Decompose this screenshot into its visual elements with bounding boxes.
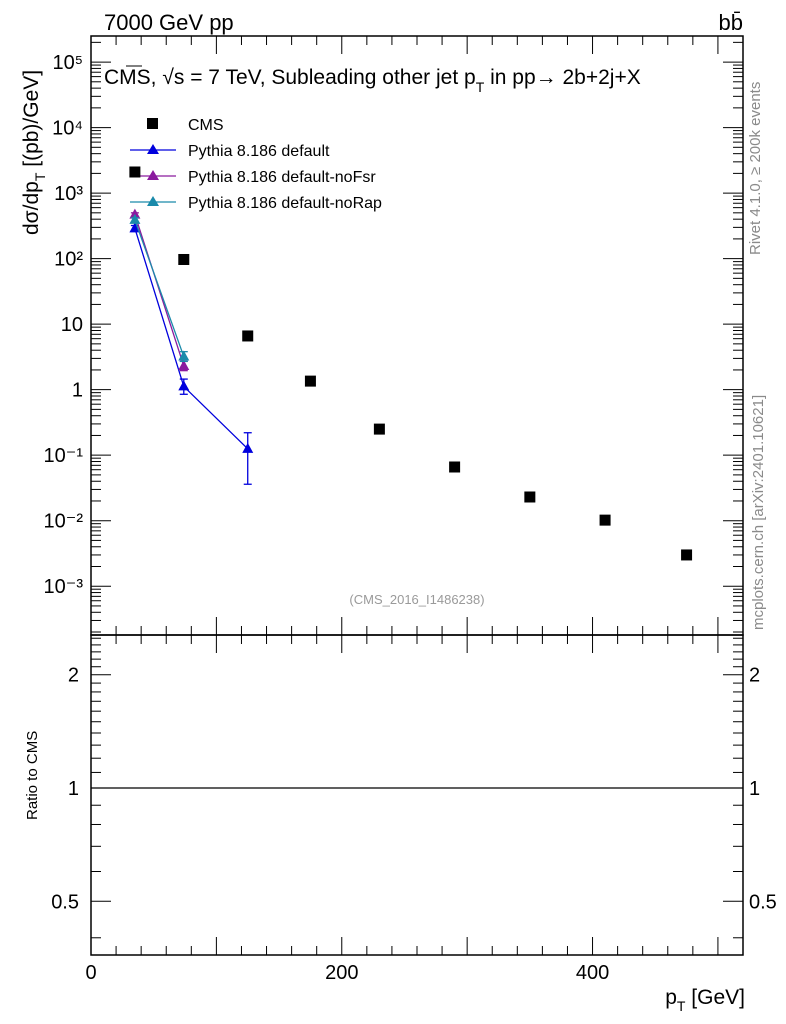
legend-label-default: Pythia 8.186 default	[188, 143, 330, 160]
legend-marker-norap	[147, 196, 159, 206]
mc-marker-1	[178, 380, 190, 391]
chart-title: CMS, √s = 7 TeV, Subleading other jet pT…	[104, 66, 641, 95]
y-tick-label: 10²	[54, 249, 83, 271]
cms-data-point	[304, 375, 316, 387]
mcplots-label: mcplots.cern.ch [arXiv:2401.10621]	[750, 395, 767, 630]
main-y-ticks: 10⁵ 10⁴ 10³ 10² 10 1 10⁻¹ 10⁻² 10⁻³	[44, 41, 743, 633]
cms-data-point	[178, 253, 190, 265]
main-y-axis-label: dσ/dpT [(pb)/GeV]	[20, 70, 48, 235]
y-tick-label: 10	[61, 314, 83, 336]
mc-marker-3	[178, 350, 190, 361]
mc-line-2	[134, 214, 185, 367]
cms-data-point	[524, 491, 536, 503]
cms-data-point	[681, 549, 693, 561]
ratio-tick-label-left: 0.5	[51, 891, 79, 913]
ratio-tick-label-left: 1	[68, 778, 79, 800]
ratio-y-ticks: 2 2 1 1 0.5 0.5	[51, 637, 777, 939]
y-tick-label: 10⁵	[52, 52, 83, 74]
process-label: bb̄	[719, 10, 743, 35]
ratio-y-axis-label: Ratio to CMS	[24, 731, 41, 820]
mc-marker-1	[242, 442, 254, 453]
legend-label-nofsr: Pythia 8.186 default-noFsr	[188, 169, 376, 186]
analysis-watermark: (CMS_2016_I1486238)	[349, 592, 484, 607]
y-tick-label: 10⁴	[52, 118, 83, 140]
ratio-tick-label-right: 2	[749, 665, 760, 687]
legend-marker-default	[147, 144, 159, 154]
x-tick-label: 400	[576, 962, 609, 984]
mc-marker-1	[129, 222, 141, 233]
main-x-ticks	[90, 36, 744, 635]
rivet-version-label: Rivet 4.1.0, ≥ 200k events	[747, 82, 764, 255]
legend-label-cms: CMS	[188, 117, 224, 134]
mc-marker-3	[129, 213, 141, 224]
data-markers	[129, 166, 693, 561]
x-tick-label: 0	[85, 962, 96, 984]
legend-marker-cms	[147, 118, 158, 129]
y-tick-label: 10³	[54, 183, 83, 205]
y-tick-label: 1	[72, 380, 83, 402]
mc-marker-2	[129, 208, 141, 219]
cms-data-point	[242, 330, 254, 342]
ratio-tick-label-right: 0.5	[749, 891, 777, 913]
legend-label-norap: Pythia 8.186 default-noRap	[188, 195, 382, 212]
mc-line-1	[134, 228, 249, 450]
mc-line-3	[134, 219, 185, 357]
ratio-panel-frame	[90, 634, 744, 956]
energy-label: 7000 GeV pp	[104, 10, 234, 35]
y-tick-label: 10⁻³	[44, 576, 84, 598]
cms-data-point	[449, 461, 461, 473]
ratio-tick-label-right: 1	[749, 778, 760, 800]
legend: CMS Pythia 8.186 default Pythia 8.186 de…	[130, 117, 382, 212]
x-tick-label: 200	[325, 962, 358, 984]
mc-series-lines	[129, 208, 254, 485]
ratio-x-ticks: 0 200 400	[85, 635, 744, 984]
ratio-tick-label-left: 2	[68, 665, 79, 687]
cms-data-point	[373, 423, 385, 435]
cms-data-point	[599, 514, 611, 526]
legend-marker-nofsr	[147, 170, 159, 180]
y-tick-label: 10⁻¹	[44, 445, 84, 467]
y-tick-label: 10⁻²	[44, 511, 84, 533]
mc-marker-2	[178, 359, 190, 370]
cms-data-point	[129, 166, 141, 178]
x-axis-label: pT [GeV]	[665, 986, 745, 1014]
